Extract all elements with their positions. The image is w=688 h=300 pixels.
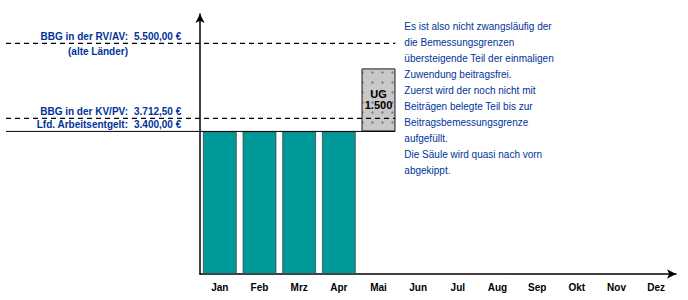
svg-text:die Bemessungsgrenzen: die Bemessungsgrenzen	[404, 37, 514, 48]
svg-text:Okt: Okt	[568, 282, 585, 293]
svg-text:BBG in der RV/AV:: BBG in der RV/AV:	[41, 31, 128, 42]
svg-text:Nov: Nov	[607, 282, 626, 293]
svg-text:Jun: Jun	[409, 282, 427, 293]
svg-text:Zuerst wird der noch nicht mit: Zuerst wird der noch nicht mit	[404, 85, 535, 96]
svg-text:Beiträgen belegte Teil bis zur: Beiträgen belegte Teil bis zur	[404, 101, 533, 112]
svg-text:Zuwendung beitragsfrei.: Zuwendung beitragsfrei.	[404, 69, 511, 80]
svg-text:Aug: Aug	[488, 282, 507, 293]
svg-text:3.400,00 €: 3.400,00 €	[134, 119, 182, 130]
svg-text:Mrz: Mrz	[291, 282, 308, 293]
svg-text:5.500,00 €: 5.500,00 €	[134, 31, 182, 42]
svg-text:Sep: Sep	[528, 282, 546, 293]
svg-text:UG: UG	[370, 88, 387, 101]
svg-text:Dez: Dez	[647, 282, 665, 293]
svg-text:Beitragsbemessungsgrenze: Beitragsbemessungsgrenze	[404, 117, 528, 128]
svg-text:Jul: Jul	[451, 282, 466, 293]
svg-text:Die Säule wird quasi nach vorn: Die Säule wird quasi nach vorn	[404, 149, 542, 160]
svg-text:Lfd. Arbeitsentgelt:: Lfd. Arbeitsentgelt:	[37, 119, 128, 130]
svg-text:1.500: 1.500	[365, 99, 393, 111]
svg-text:Jan: Jan	[211, 282, 228, 293]
svg-text:übersteigende Teil der einmali: übersteigende Teil der einmaligen	[404, 53, 553, 64]
svg-text:aufgefüllt.: aufgefüllt.	[404, 133, 447, 144]
svg-text:Feb: Feb	[251, 282, 269, 293]
svg-text:abgekippt.: abgekippt.	[404, 165, 450, 176]
svg-text:Apr: Apr	[330, 282, 347, 293]
svg-text:(alte Länder): (alte Länder)	[68, 46, 128, 57]
svg-text:BBG in der KV/PV:: BBG in der KV/PV:	[40, 106, 128, 117]
svg-text:Mai: Mai	[370, 282, 387, 293]
svg-text:Es ist also nicht zwangsläufig: Es ist also nicht zwangsläufig der	[404, 21, 552, 32]
svg-text:3.712,50 €: 3.712,50 €	[134, 106, 182, 117]
